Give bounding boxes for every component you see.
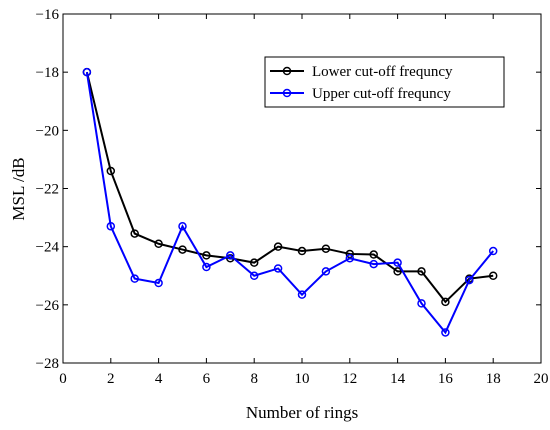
y-tick-label: −24 bbox=[36, 240, 60, 256]
series-1-point bbox=[154, 278, 163, 288]
series-1-point bbox=[345, 254, 355, 263]
series-0-point bbox=[488, 271, 498, 280]
x-tick-label: 16 bbox=[438, 371, 454, 387]
legend: Lower cut-off frequncy Upper cut-off fre… bbox=[264, 56, 505, 108]
series-1-point bbox=[226, 251, 235, 260]
series-1-point bbox=[82, 67, 92, 77]
x-tick-label: 12 bbox=[342, 371, 357, 387]
legend-label-lower: Lower cut-off frequncy bbox=[312, 64, 453, 80]
tick-labels: 0 2 4 6 8 10 12 14 16 18 20 −16 −18 −20 −22 −24 −26 −28 bbox=[36, 7, 549, 387]
series-0-point bbox=[178, 245, 187, 254]
series-layer bbox=[82, 67, 498, 337]
series-1-point bbox=[130, 274, 139, 283]
ticks bbox=[62, 13, 542, 364]
series-0-point bbox=[393, 267, 402, 276]
series-0-point bbox=[369, 250, 378, 259]
series-1-point bbox=[273, 264, 283, 273]
series-1-point bbox=[488, 246, 498, 256]
series-0-point bbox=[297, 246, 307, 256]
series-1-point bbox=[417, 299, 426, 308]
x-tick-label: 10 bbox=[295, 371, 310, 387]
series-1-point bbox=[178, 222, 187, 231]
y-tick-label: −20 bbox=[36, 123, 59, 139]
legend-box bbox=[264, 56, 505, 108]
series-0-point bbox=[130, 229, 139, 238]
series-1-point bbox=[393, 258, 402, 267]
series-0-point bbox=[106, 166, 116, 176]
series-0-point bbox=[249, 258, 259, 267]
series-1-point bbox=[297, 290, 307, 299]
y-tick-label: −16 bbox=[36, 7, 60, 23]
y-tick-label: −18 bbox=[36, 65, 59, 81]
series-0-point bbox=[154, 239, 163, 249]
series-1-point bbox=[369, 259, 378, 269]
series-0-point bbox=[321, 244, 331, 253]
x-tick-label: 20 bbox=[534, 371, 549, 387]
x-tick-label: 18 bbox=[486, 371, 501, 387]
series-0-point bbox=[273, 242, 283, 251]
series-1-point bbox=[249, 271, 259, 280]
x-tick-label: 8 bbox=[250, 371, 258, 387]
legend-marker-upper bbox=[282, 88, 292, 98]
x-tick-label: 2 bbox=[107, 371, 115, 387]
series-0-point bbox=[417, 267, 426, 276]
y-tick-label: −22 bbox=[36, 182, 59, 198]
series-0-point bbox=[202, 251, 211, 260]
legend-label-upper: Upper cut-off frequncy bbox=[312, 86, 451, 102]
x-tick-label: 0 bbox=[59, 371, 67, 387]
series-1-point bbox=[106, 222, 116, 231]
y-tick-label: −26 bbox=[36, 298, 60, 314]
x-axis-label: Number of rings bbox=[246, 403, 358, 422]
y-tick-label: −28 bbox=[36, 356, 59, 372]
x-tick-label: 14 bbox=[390, 371, 406, 387]
x-tick-label: 6 bbox=[203, 371, 211, 387]
series-0-point bbox=[441, 297, 450, 307]
y-axis-label: MSL /dB bbox=[9, 157, 28, 220]
series-line-0 bbox=[85, 71, 494, 304]
series-1-point bbox=[321, 267, 331, 276]
series-1-point bbox=[441, 328, 450, 337]
legend-marker-lower bbox=[282, 66, 292, 76]
series-1-point bbox=[465, 275, 474, 285]
x-tick-label: 4 bbox=[155, 371, 163, 387]
series-1-point bbox=[202, 262, 211, 272]
